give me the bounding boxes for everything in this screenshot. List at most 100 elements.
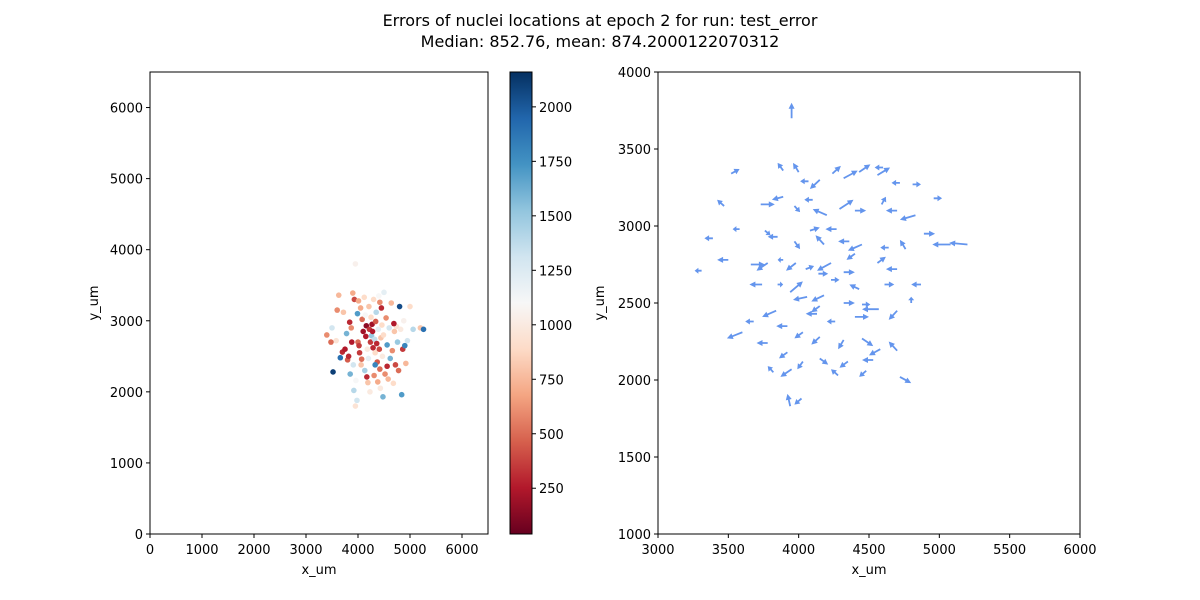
quiver-arrow [861, 337, 874, 347]
scatter-point [345, 353, 352, 360]
quiver-arrow [704, 235, 713, 242]
quiver-arrow [767, 233, 778, 240]
quiver-arrow [794, 397, 803, 405]
quiver-arrow [825, 226, 837, 233]
scatter-point [403, 360, 409, 367]
quiver-arrow [809, 226, 820, 233]
quiver-arrow [854, 207, 867, 214]
scatter-point [358, 356, 365, 362]
scatter-point [382, 371, 388, 377]
quiver-y-axis-label: y_um [593, 285, 608, 320]
scatter-point [390, 380, 397, 387]
scatter-point [381, 289, 387, 296]
scatter-point [372, 318, 379, 325]
scatter-point [392, 362, 399, 368]
quiver-arrow [899, 239, 907, 250]
scatter-point [354, 397, 360, 404]
quiver-arrow [750, 261, 765, 268]
quiver-arrow [877, 167, 891, 176]
scatter-point [376, 346, 383, 353]
scatter-point [359, 316, 365, 323]
scatter-point [420, 326, 427, 333]
quiver-arrow [858, 164, 871, 173]
y-tick-label: 2000 [618, 374, 651, 389]
y-tick-label: 2000 [110, 386, 143, 401]
scatter-point [350, 290, 356, 296]
quiver-arrow [804, 196, 813, 203]
quiver-arrow [888, 341, 898, 352]
quiver-arrow [776, 323, 788, 330]
quiver-arrow [949, 240, 968, 247]
quiver-arrow [777, 256, 784, 263]
scatter-y-ticks: 0 1000 2000 3000 4000 5000 6000 [110, 102, 150, 543]
scatter-point [410, 326, 416, 333]
scatter-point [389, 347, 396, 354]
quiver-arrow [756, 262, 769, 271]
scatter-point [362, 312, 369, 318]
quiver-arrow [780, 368, 793, 377]
scatter-point [367, 339, 374, 345]
scatter-point [376, 293, 382, 299]
quiver-arrow [732, 226, 740, 233]
quiver-arrow [777, 162, 784, 172]
colorbar-tick-label: 1000 [539, 319, 572, 334]
scatter-point [407, 303, 413, 310]
quiver-arrow [862, 301, 871, 308]
scatter-point [335, 292, 342, 298]
scatter-point [370, 344, 376, 351]
scatter-point [384, 342, 390, 348]
quiver-arrow [771, 195, 784, 202]
scatter-point [379, 353, 386, 360]
scatter-point [371, 372, 377, 379]
quiver-arrow [819, 357, 829, 365]
quiver-arrow [730, 168, 740, 175]
quiver-arrow [789, 281, 803, 293]
quiver-arrow [859, 370, 867, 377]
scatter-point [377, 299, 383, 306]
y-tick-label: 3500 [618, 143, 651, 158]
figure-title-line2: Median: 852.76, mean: 874.2000122070312 [421, 32, 780, 51]
x-tick-label: 5500 [993, 543, 1026, 558]
scatter-point [391, 320, 397, 327]
quiver-arrow [885, 207, 898, 214]
x-tick-label: 4500 [852, 543, 885, 558]
quiver-arrow [767, 366, 774, 373]
y-tick-label: 6000 [110, 102, 143, 117]
scatter-point [324, 332, 330, 338]
y-tick-label: 1000 [618, 528, 651, 543]
scatter-point [351, 387, 357, 394]
quiver-arrow [818, 270, 829, 277]
y-tick-label: 4000 [618, 66, 651, 81]
quiver-arrow [777, 281, 784, 288]
scatter-point [394, 339, 401, 345]
quiver-arrow [831, 369, 839, 377]
quiver-arrow [839, 360, 849, 368]
quiver-arrow [762, 309, 777, 318]
scatter-point [397, 326, 404, 333]
x-tick-label: 4000 [341, 543, 374, 558]
colorbar-tick-label: 500 [539, 428, 564, 443]
quiver-arrow [815, 235, 825, 246]
scatter-point [379, 322, 385, 328]
scatter-y-axis-label: y_um [87, 285, 102, 320]
scatter-point [372, 362, 378, 368]
scatter-point [360, 328, 367, 335]
scatter-point [385, 376, 391, 382]
x-tick-label: 3000 [289, 543, 322, 558]
quiver-arrow [847, 243, 863, 251]
scatter-point [387, 355, 394, 362]
colorbar-tick-label: 250 [539, 482, 564, 497]
scatter-point [334, 307, 341, 313]
quiver-arrow [932, 241, 951, 248]
quiver-arrow [854, 313, 869, 320]
colorbar-tick-label: 2000 [539, 101, 572, 116]
quiver-arrow [888, 310, 898, 320]
quiver-arrow [933, 195, 943, 202]
x-tick-label: 5000 [923, 543, 956, 558]
scatter-point [395, 367, 402, 374]
x-tick-label: 0 [146, 543, 154, 558]
scatter-point [377, 366, 383, 372]
y-tick-label: 1500 [618, 451, 651, 466]
quiver-arrow [800, 178, 809, 185]
